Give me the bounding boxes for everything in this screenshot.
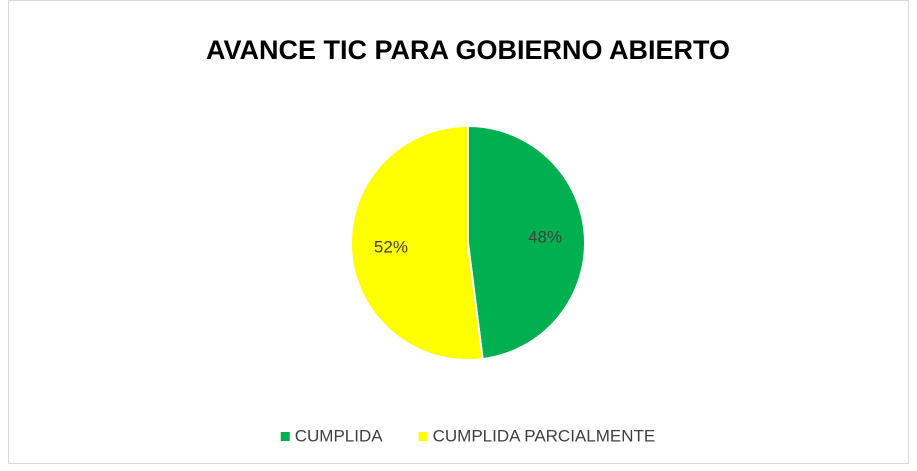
legend-label: CUMPLIDA PARCIALMENTE bbox=[433, 426, 656, 445]
legend-label: CUMPLIDA bbox=[295, 426, 384, 445]
legend-swatch bbox=[418, 432, 428, 441]
data-label: 48% bbox=[528, 228, 562, 247]
legend-swatch bbox=[280, 432, 290, 441]
pie-slice bbox=[350, 124, 484, 361]
data-label: 52% bbox=[374, 237, 408, 256]
chart-title: AVANCE TIC PARA GOBIERNO ABIERTO bbox=[206, 35, 730, 65]
pie-slice bbox=[467, 124, 586, 361]
